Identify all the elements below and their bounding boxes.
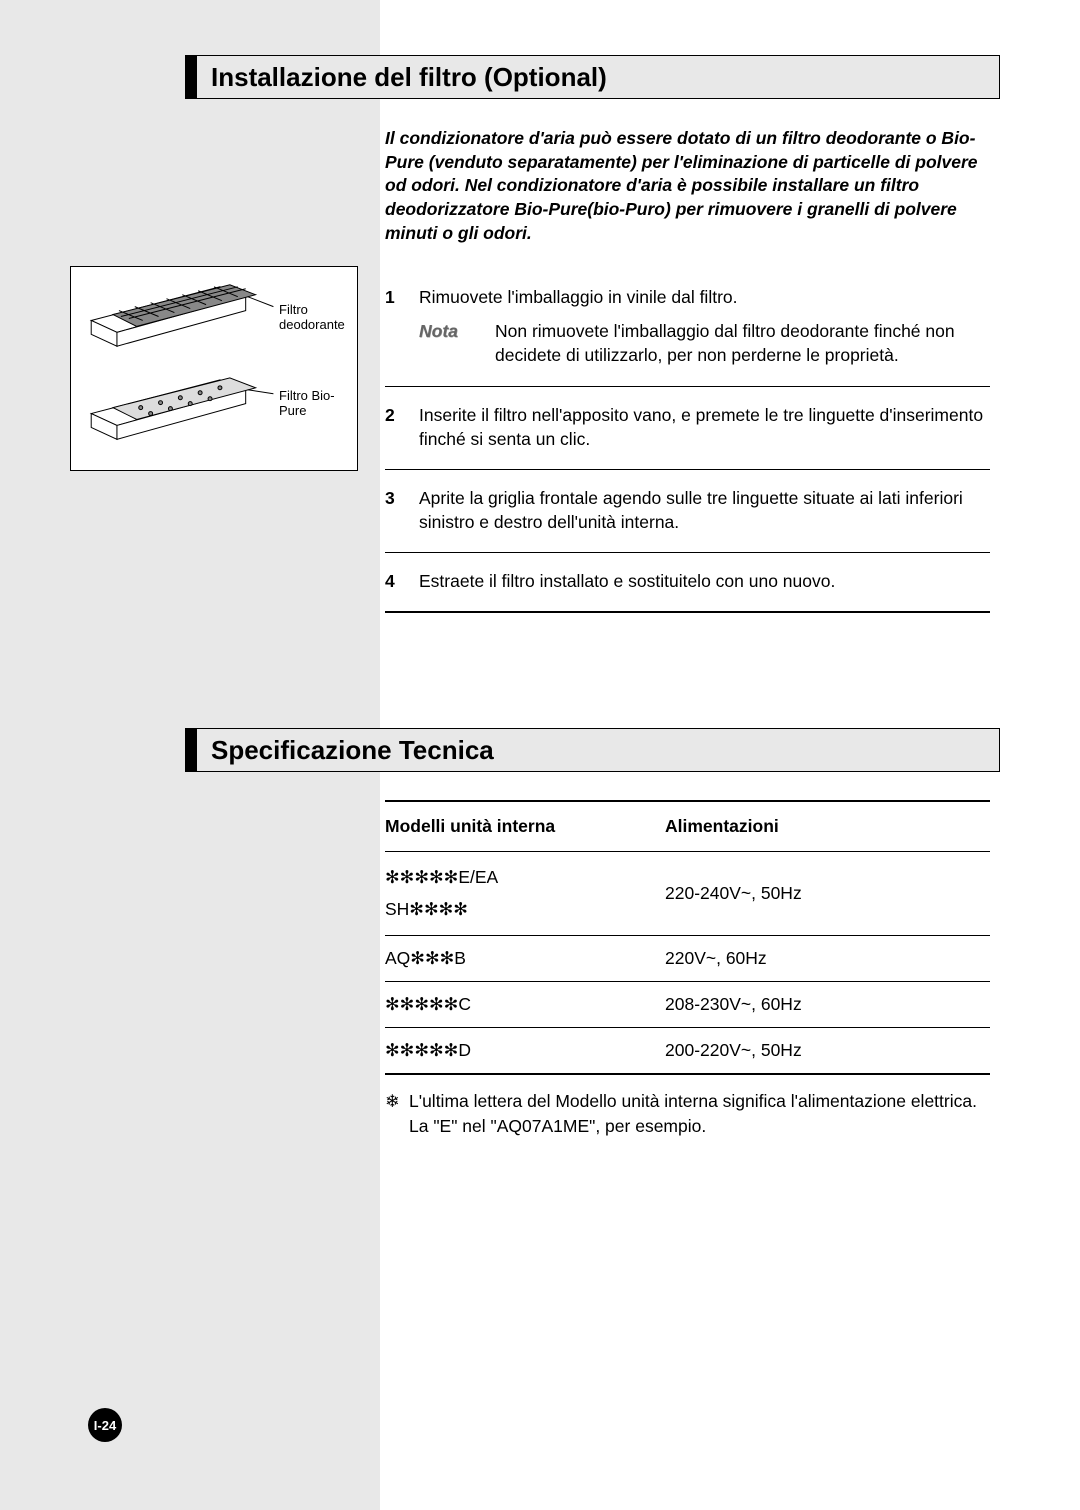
spec-cell-models: AQ✻✻✻B [385, 948, 665, 969]
diagram-svg [71, 267, 357, 470]
step-text: Inserite il filtro nell'apposito vano, e… [419, 403, 990, 451]
step-text: Estraete il filtro installato e sostitui… [419, 569, 990, 593]
nota-row: Nota Non rimuovete l'imballaggio dal fil… [419, 319, 990, 367]
spec-cell-models: ✻✻✻✻✻D [385, 1040, 665, 1061]
step-number: 4 [385, 569, 419, 593]
section1-title: Installazione del filtro (Optional) [211, 62, 607, 93]
section2: Specificazione Tecnica Modelli unità int… [185, 728, 1000, 1138]
footnote-text: L'ultima lettera del Modello unità inter… [409, 1089, 990, 1138]
content-area: Installazione del filtro (Optional) Il c… [185, 55, 1000, 1138]
spec-model-line1: ✻✻✻✻✻E/EA [385, 862, 665, 894]
spec-row-4: ✻✻✻✻✻D 200-220V~, 50Hz [385, 1028, 990, 1075]
spec-cell-power: 200-220V~, 50Hz [665, 1040, 990, 1061]
spec-header-models: Modelli unità interna [385, 816, 665, 837]
footnote-mark: ❄ [385, 1089, 409, 1138]
page: Installazione del filtro (Optional) Il c… [0, 0, 1080, 1510]
spec-row-1: ✻✻✻✻✻E/EA SH✻✻✻✻ 220-240V~, 50Hz [385, 852, 990, 936]
spec-cell-power: 208-230V~, 60Hz [665, 994, 990, 1015]
step-text: Rimuovete l'imballaggio in vinile dal fi… [419, 287, 738, 307]
filter-diagram: Filtro deodorante Filtro Bio-Pure [70, 266, 358, 471]
step-3: 3 Aprite la griglia frontale agendo sull… [385, 470, 990, 553]
spec-row-3: ✻✻✻✻✻C 208-230V~, 60Hz [385, 982, 990, 1028]
spec-row-2: AQ✻✻✻B 220V~, 60Hz [385, 936, 990, 982]
section2-title: Specificazione Tecnica [211, 735, 494, 766]
step-1: 1 Rimuovete l'imballaggio in vinile dal … [385, 269, 990, 386]
section1-header: Installazione del filtro (Optional) [185, 55, 1000, 99]
step-body: Rimuovete l'imballaggio in vinile dal fi… [419, 285, 990, 367]
step-2: 2 Inserite il filtro nell'apposito vano,… [385, 387, 990, 470]
nota-text: Non rimuovete l'imballaggio dal filtro d… [495, 319, 990, 367]
diagram-label-2: Filtro Bio-Pure [279, 389, 357, 419]
spec-model-line2: SH✻✻✻✻ [385, 894, 665, 926]
spec-cell-power: 220-240V~, 50Hz [665, 883, 990, 904]
spec-table-head: Modelli unità interna Alimentazioni [385, 800, 990, 852]
spec-header-power: Alimentazioni [665, 816, 990, 837]
step-number: 3 [385, 486, 419, 534]
step-number: 2 [385, 403, 419, 451]
diagram-label-1: Filtro deodorante [279, 303, 357, 333]
section2-header: Specificazione Tecnica [185, 728, 1000, 772]
spec-cell-models: ✻✻✻✻✻E/EA SH✻✻✻✻ [385, 862, 665, 925]
section1-intro: Il condizionatore d'aria può essere dota… [385, 127, 990, 245]
section1-steps: 1 Rimuovete l'imballaggio in vinile dal … [385, 269, 990, 613]
spec-cell-power: 220V~, 60Hz [665, 948, 990, 969]
spec-cell-models: ✻✻✻✻✻C [385, 994, 665, 1015]
page-number-badge: I-24 [88, 1408, 122, 1442]
nota-label: Nota [419, 319, 495, 367]
step-number: 1 [385, 285, 419, 367]
step-text: Aprite la griglia frontale agendo sulle … [419, 486, 990, 534]
spec-table: Modelli unità interna Alimentazioni ✻✻✻✻… [385, 800, 990, 1075]
step-4: 4 Estraete il filtro installato e sostit… [385, 553, 990, 613]
spec-footnote: ❄ L'ultima lettera del Modello unità int… [385, 1089, 990, 1138]
